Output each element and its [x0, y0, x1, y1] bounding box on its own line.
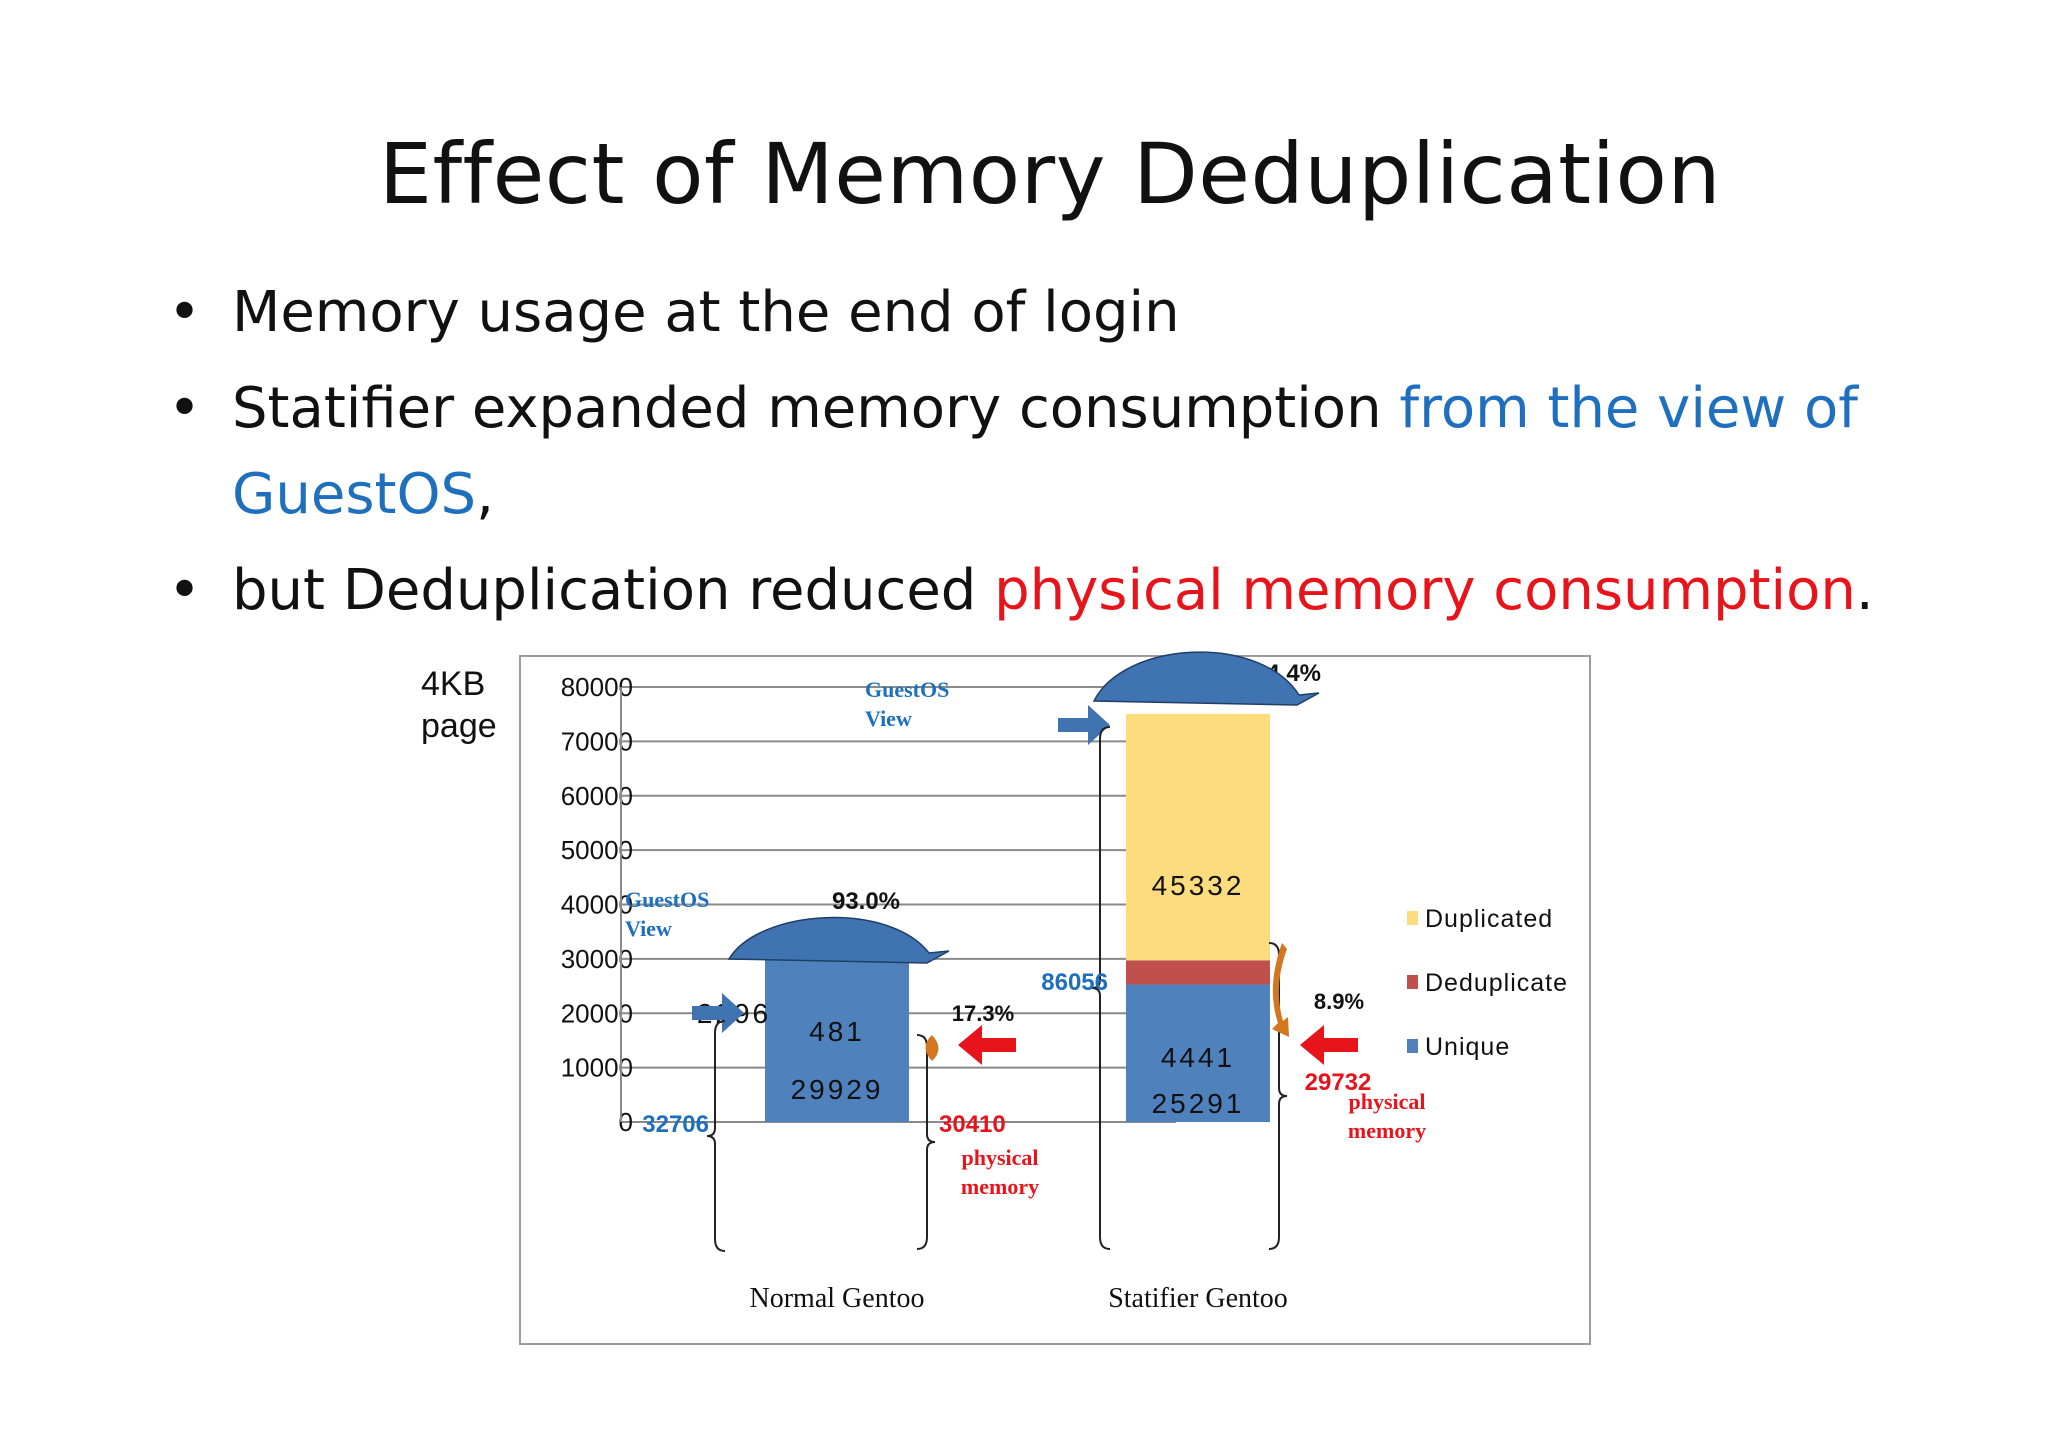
bullet-list: • Memory usage at the end of login • Statif…	[160, 270, 1960, 644]
slide-title: Effect of Memory Deduplication	[378, 125, 1722, 223]
guestos-view-label: GuestOS	[865, 677, 949, 702]
bullet-text: physical memory consumption	[994, 558, 1856, 623]
x-tick-label: Statifier Gentoo	[1108, 1283, 1288, 1314]
curved-arrow-icon	[727, 916, 950, 964]
guestos-view-label: View	[625, 916, 672, 941]
small-curved-arrow-icon	[1272, 943, 1289, 1037]
y-tick-label: 80000	[561, 672, 633, 702]
data-label: 481	[809, 1016, 865, 1047]
memory-chart: 4KB page 0 10000 20000 30000 40000 50000 60000 70…	[421, 651, 1568, 1314]
guestos-view-label: View	[865, 706, 912, 731]
bullet-dot: •	[168, 376, 202, 441]
curved-arrow-icon	[1092, 651, 1320, 706]
bar-segment	[765, 959, 909, 1122]
arrow-left-icon	[958, 1025, 1016, 1065]
guestos-total-label: 32706	[642, 1111, 709, 1138]
y-axis-label-line1: 4KB	[421, 665, 485, 703]
bar-segment	[1126, 713, 1270, 961]
bullet-text: ,	[476, 462, 494, 527]
arrow-right-icon	[692, 993, 744, 1033]
ratio-label: 17.3%	[952, 1001, 1014, 1026]
y-tick-label: 10000	[561, 1053, 633, 1083]
legend-label: Unique	[1425, 1033, 1510, 1061]
bullet-item: • Memory usage at the end of login	[160, 270, 1960, 356]
data-label: 4441	[1161, 1042, 1235, 1073]
legend-swatch	[1407, 975, 1418, 989]
physical-memory-label: physical	[961, 1145, 1038, 1170]
y-tick-label: 70000	[561, 726, 633, 756]
brace-icon	[1091, 726, 1111, 1250]
bullet-text: but Deduplication reduced	[232, 558, 995, 623]
physical-total-label: 30410	[939, 1111, 1006, 1138]
y-tick-label: 20000	[561, 998, 633, 1028]
arrow-right-icon	[1058, 705, 1110, 745]
bullet-dot: •	[168, 558, 202, 623]
ratio-label: 8.9%	[1314, 989, 1364, 1014]
data-label: 45332	[1152, 870, 1245, 901]
bar-segment	[1126, 984, 1270, 1122]
bullet-text: Memory usage at the end of login	[232, 280, 1180, 345]
physical-memory-label: memory	[961, 1174, 1039, 1199]
bullet-text: Statifier expanded memory consumption	[232, 376, 1400, 441]
guestos-total-label: 86056	[1041, 969, 1108, 996]
x-tick-label: Normal Gentoo	[750, 1283, 925, 1314]
physical-total-label: 29732	[1305, 1069, 1372, 1096]
bullet-text: from the view of GuestOS	[232, 376, 1858, 527]
arrow-left-icon	[1300, 1025, 1358, 1065]
chart-frame: 4KB page 0 10000 20000 30000 40000 50000 60000 70…	[421, 651, 1591, 1345]
y-tick-label: 30000	[561, 944, 633, 974]
bullet-dot: •	[168, 280, 202, 345]
brace-icon	[706, 1020, 726, 1252]
legend-swatch	[1407, 911, 1418, 925]
legend-label: Deduplicate	[1425, 969, 1568, 997]
physical-memory-label: physical	[1348, 1089, 1425, 1114]
bullet-text: .	[1855, 558, 1874, 623]
small-curved-arrow-icon	[925, 1035, 939, 1061]
ratio-label: 93.0%	[832, 888, 900, 915]
brace-icon	[1268, 942, 1288, 1250]
y-tick-label: 50000	[561, 835, 633, 865]
legend: Duplicated Deduplicate Unique	[1407, 905, 1568, 1061]
y-tick-label: 40000	[561, 890, 633, 920]
annotation-layer: GuestOS View 93.0% 32706 30410 physical memory…	[625, 651, 1426, 1252]
bullet-item: • Statifier expanded memory consumption f…	[160, 366, 1960, 538]
legend-swatch	[1407, 1039, 1418, 1053]
physical-memory-label: memory	[1348, 1118, 1426, 1143]
legend-label: Duplicated	[1425, 905, 1553, 933]
y-tick-label: 60000	[561, 781, 633, 811]
bar-segment	[1126, 960, 1270, 985]
data-label: 29929	[791, 1074, 884, 1105]
y-tick-label: 0	[619, 1107, 633, 1137]
brace-icon	[916, 1034, 936, 1250]
data-label: 25291	[1152, 1088, 1245, 1119]
bullet-item: • but Deduplication reduced physical memo…	[160, 548, 1960, 634]
y-axis-label-line2: page	[421, 707, 497, 745]
guestos-view-label: GuestOS	[625, 887, 709, 912]
